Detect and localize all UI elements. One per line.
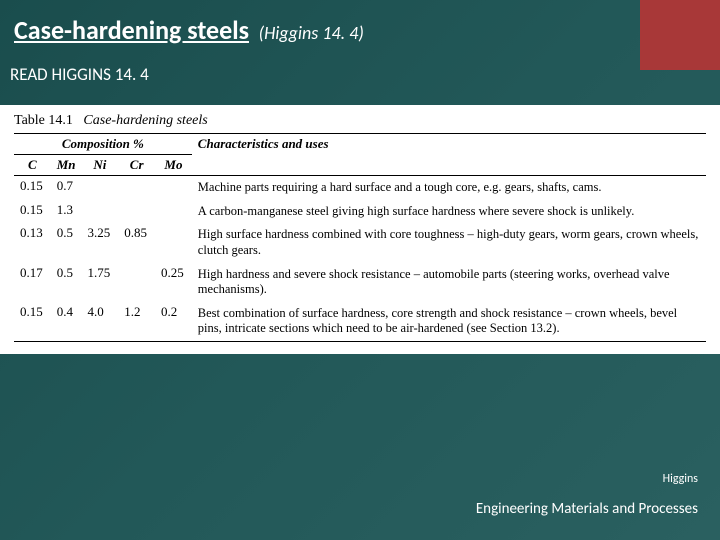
table-caption: Table 14.1 Case-hardening steels xyxy=(14,113,706,129)
composition-header: Composition % xyxy=(14,134,192,155)
cell-char: High surface hardness combined with core… xyxy=(192,223,706,262)
table-row: 0.15 1.3 A carbon-manganese steel giving… xyxy=(14,200,706,224)
cell-c: 0.13 xyxy=(14,223,51,262)
cell-char: Machine parts requiring a hard surface a… xyxy=(192,176,706,200)
source-label: Higgins xyxy=(663,472,698,486)
slide-title-ref: (Higgins 14. 4) xyxy=(259,22,364,44)
table-row: 0.17 0.5 1.75 0.25 High hardness and sev… xyxy=(14,263,706,302)
cell-cr xyxy=(118,263,155,302)
cell-mn: 0.7 xyxy=(51,176,82,200)
col-cr: Cr xyxy=(118,155,155,176)
cell-ni xyxy=(82,176,119,200)
accent-box xyxy=(640,0,720,70)
col-ni: Ni xyxy=(82,155,119,176)
table-row: 0.15 0.4 4.0 1.2 0.2 Best combination of… xyxy=(14,302,706,342)
cell-ni: 4.0 xyxy=(82,302,119,342)
cell-cr: 1.2 xyxy=(118,302,155,342)
cell-cr: 0.85 xyxy=(118,223,155,262)
cell-mo: 0.25 xyxy=(155,263,192,302)
col-mo: Mo xyxy=(155,155,192,176)
cell-char: A carbon-manganese steel giving high sur… xyxy=(192,200,706,224)
table-row: 0.13 0.5 3.25 0.85 High surface hardness… xyxy=(14,223,706,262)
cell-c: 0.15 xyxy=(14,200,51,224)
cell-mn: 0.4 xyxy=(51,302,82,342)
cell-ni: 3.25 xyxy=(82,223,119,262)
table-row: 0.15 0.7 Machine parts requiring a hard … xyxy=(14,176,706,200)
course-label: Engineering Materials and Processes xyxy=(476,500,698,518)
table-container: Table 14.1 Case-hardening steels Composi… xyxy=(0,105,720,354)
cell-mo xyxy=(155,200,192,224)
title-row: Case-hardening steels (Higgins 14. 4) xyxy=(0,0,720,46)
col-c: C xyxy=(14,155,51,176)
table-caption-text: Case-hardening steels xyxy=(83,113,207,128)
cell-c: 0.17 xyxy=(14,263,51,302)
cell-ni: 1.75 xyxy=(82,263,119,302)
cell-mn: 0.5 xyxy=(51,223,82,262)
slide-subtitle: READ HIGGINS 14. 4 xyxy=(0,46,720,85)
table-caption-label: Table 14.1 xyxy=(14,113,73,128)
cell-mo xyxy=(155,176,192,200)
cell-c: 0.15 xyxy=(14,176,51,200)
steels-table: Composition % Characteristics and uses C… xyxy=(14,133,706,342)
cell-char: High hardness and severe shock resistanc… xyxy=(192,263,706,302)
cell-cr xyxy=(118,200,155,224)
slide-title: Case-hardening steels xyxy=(14,14,249,46)
cell-char: Best combination of surface hardness, co… xyxy=(192,302,706,342)
col-mn: Mn xyxy=(51,155,82,176)
cell-cr xyxy=(118,176,155,200)
characteristics-header: Characteristics and uses xyxy=(192,134,706,176)
cell-mo: 0.2 xyxy=(155,302,192,342)
cell-ni xyxy=(82,200,119,224)
cell-c: 0.15 xyxy=(14,302,51,342)
cell-mn: 0.5 xyxy=(51,263,82,302)
cell-mo xyxy=(155,223,192,262)
cell-mn: 1.3 xyxy=(51,200,82,224)
